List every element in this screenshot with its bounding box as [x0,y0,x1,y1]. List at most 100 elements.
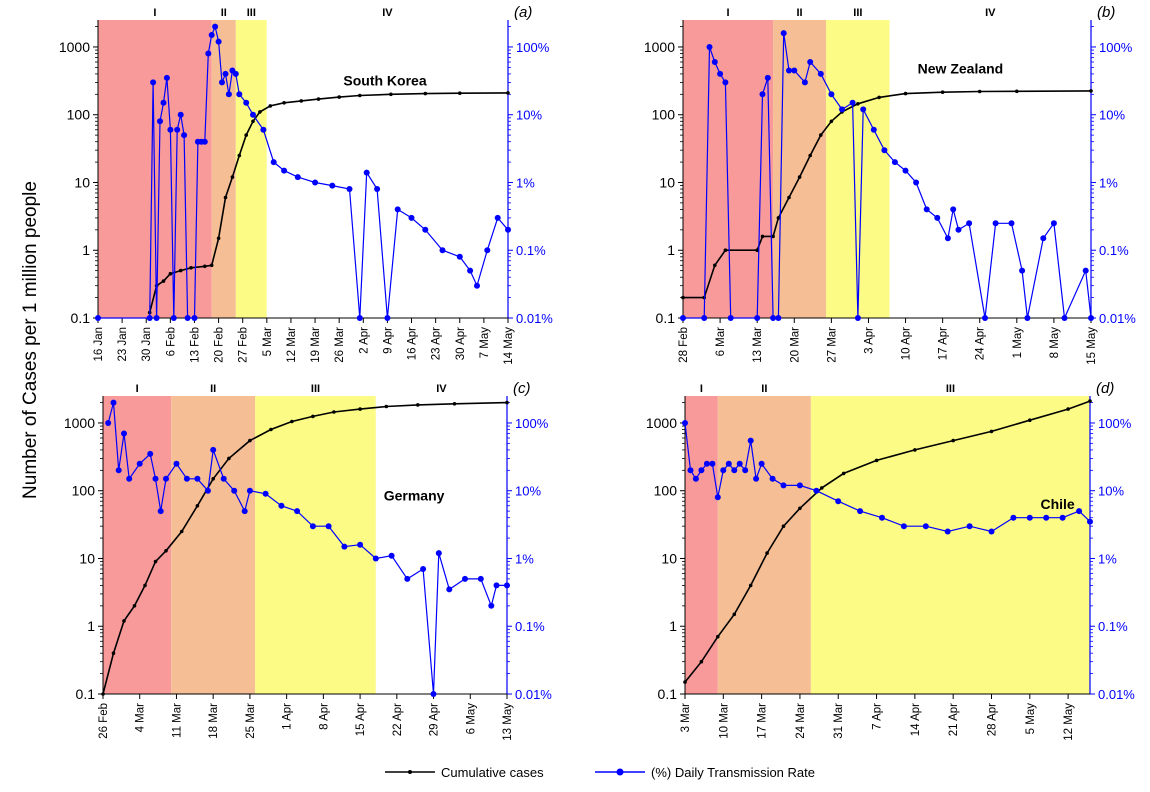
legend-cumulative-label: Cumulative cases [441,765,544,780]
left-axis-tick-label: 0.1 [656,310,676,326]
cumulative-cases-point [903,91,908,96]
cumulative-cases-point [505,400,509,405]
x-axis-tick-label: 30 Apr [455,327,467,360]
transmission-rate-point [817,70,824,77]
cumulative-cases-point [874,458,879,463]
x-axis-tick-label: 3 Apr [863,327,875,354]
cumulative-cases-point [268,104,273,108]
transmission-rate-point [692,475,699,482]
phase-label-I: I [136,383,139,395]
phase-label-III: III [853,7,862,19]
transmission-rate-point [341,543,348,550]
transmission-rate-point [754,315,761,321]
cumulative-cases-point [765,551,769,555]
right-axis-tick-label: 0.01% [1098,687,1135,702]
left-axis-tick-label: 1 [82,242,90,258]
cumulative-cases-point [101,692,105,696]
cumulative-cases-point [227,456,231,461]
panels: I II III IV (a)South Korea0.111010010000.01%… [59,4,1136,741]
transmission-rate-point [1026,514,1033,521]
transmission-rate-point [717,70,724,77]
right-axis-tick-label: 0.01% [515,687,552,702]
x-axis-tick-label: 18 Mar [208,703,220,739]
transmission-rate-point [770,315,777,321]
cumulative-cases-point [1015,89,1019,94]
cumulative-cases-point [760,234,765,239]
cumulative-cases-point [111,651,116,655]
transmission-rate-point [1010,514,1017,521]
transmission-rate-point [913,179,920,186]
cumulative-cases-point [1066,407,1070,411]
transmission-rate-point [944,235,951,242]
transmission-rate-point [430,691,437,697]
legend-rate-marker [616,768,624,776]
transmission-rate-point [484,247,491,254]
phase-label-I: I [153,7,156,19]
cumulative-cases-point [237,153,242,158]
cumulative-cases-point [1028,418,1032,423]
cumulative-cases-point [143,583,147,588]
transmission-rate-point [294,174,301,181]
transmission-rate-point [232,70,239,77]
transmission-rate-point [246,487,253,494]
phase-band-III [810,396,1090,694]
cumulative-cases-point [776,216,781,220]
right-axis-tick-label: 0.1% [1098,619,1128,634]
x-axis-tick-label: 19 Mar [310,327,322,363]
cumulative-cases-point [416,403,420,407]
transmission-rate-line [107,402,507,695]
transmission-rate-point [250,111,256,118]
x-axis-tick-label: 24 Mar [795,703,807,739]
x-axis-tick-label: 7 May [479,327,491,359]
transmission-rate-point [462,575,468,582]
phase-band-I [685,396,718,694]
left-axis-tick-label: 100 [72,483,96,499]
transmission-rate-point [420,566,427,572]
cumulative-cases-point [856,102,860,106]
cumulative-cases-point [699,659,704,664]
chart-title: New Zealand [918,61,1004,77]
x-axis-tick-label: 7 Apr [872,703,884,730]
transmission-rate-point [183,475,190,482]
transmission-rate-point [780,482,787,489]
x-axis-tick-label: 26 Mar [334,327,346,363]
right-axis-tick-label: 10% [1099,108,1125,123]
transmission-rate-point [682,420,688,426]
x-axis-tick-label: 24 Apr [975,327,987,360]
transmission-rate-point [456,253,463,260]
cumulative-cases-point [178,268,183,273]
transmission-rate-point [201,138,208,145]
cumulative-cases-point [258,110,262,114]
cumulative-cases-point [203,264,207,269]
transmission-rate-point [260,126,267,133]
transmission-rate-point [404,575,411,582]
transmission-rate-point [95,315,101,321]
left-axis-tick-label: 100 [652,107,676,123]
transmission-rate-point [504,582,510,589]
transmission-rate-point [435,550,442,557]
phase-label-I: I [700,383,703,395]
panel-label: (b) [1097,4,1115,21]
cumulative-cases-point [389,92,393,97]
right-axis-tick-label: 10% [1098,484,1124,499]
left-axis-tick-label: 10 [661,550,677,566]
phase-label-II: II [221,7,227,19]
x-axis-tick-label: 13 Mar [752,327,764,363]
transmission-rate-point [982,315,988,321]
transmission-rate-point [174,126,181,133]
cumulative-cases-point [798,506,802,511]
transmission-rate-point [860,106,867,113]
transmission-rate-point [477,575,484,582]
transmission-rate-point [181,132,188,139]
chart-panel-2: I II III IV (b)New Zealand0.111010010000.01%… [644,4,1136,365]
cumulative-cases-point [951,438,955,443]
cumulative-cases-point [161,279,166,283]
x-axis-tick-label: 10 Apr [901,327,913,360]
cumulative-cases-point [506,91,510,95]
transmission-rate-point [494,214,501,221]
transmission-rate-point [758,460,765,467]
x-axis-tick-label: 5 Mar [262,327,274,357]
right-axis-tick-label: 1% [515,551,534,566]
cumulative-cases-point [841,471,846,476]
x-axis-tick-label: 31 Mar [833,703,845,739]
